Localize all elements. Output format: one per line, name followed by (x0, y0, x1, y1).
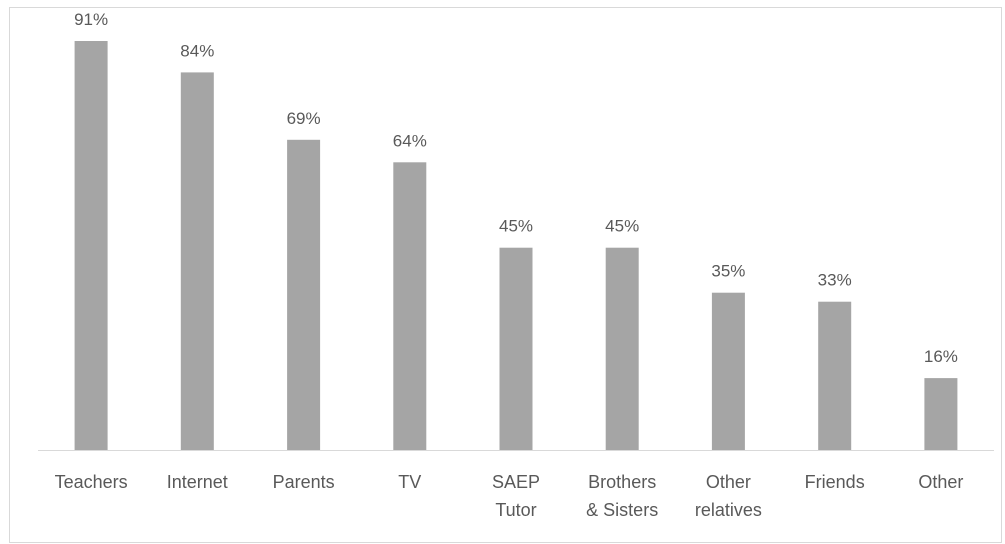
bar-8 (924, 378, 958, 450)
data-label-4: 45% (499, 217, 533, 236)
bar-2 (287, 139, 321, 451)
x-tick-label-5-line-1: & Sisters (586, 500, 658, 520)
x-tick-label-4-line-0: SAEP (492, 472, 540, 492)
x-tick-label-8: Other (918, 472, 963, 492)
data-label-5: 45% (605, 217, 639, 236)
data-label-6: 35% (711, 262, 745, 281)
x-tick-labels: Teachers Internet Parents TV SAEP Tutor Brothe… (55, 472, 964, 520)
bar-0 (74, 41, 108, 450)
x-tick-label-6-line-1: relatives (695, 500, 762, 520)
x-tick-label-5-line-0: Brothers (588, 472, 656, 492)
data-label-0: 91% (74, 10, 108, 29)
bars-layer (74, 41, 958, 451)
x-tick-label-3-line-0: TV (398, 472, 421, 492)
x-tick-label-6: Other relatives (695, 472, 762, 520)
x-tick-label-6-line-0: Other (706, 472, 751, 492)
x-tick-label-4-line-1: Tutor (495, 500, 536, 520)
x-tick-label-3: TV (398, 472, 421, 492)
bar-7 (818, 301, 852, 450)
data-label-1: 84% (180, 41, 214, 60)
x-tick-label-5: Brothers & Sisters (586, 472, 658, 520)
bar-6 (711, 292, 745, 450)
data-label-8: 16% (924, 347, 958, 366)
bar-1 (180, 72, 214, 451)
x-tick-label-7-line-0: Friends (805, 472, 865, 492)
x-tick-label-7: Friends (805, 472, 865, 492)
x-tick-label-8-line-0: Other (918, 472, 963, 492)
bar-3 (393, 162, 427, 451)
x-tick-label-2-line-0: Parents (273, 472, 335, 492)
data-label-7: 33% (818, 271, 852, 290)
x-tick-label-1: Internet (167, 472, 228, 492)
x-tick-label-0: Teachers (55, 472, 128, 492)
bar-5 (605, 247, 639, 450)
x-tick-label-4: SAEP Tutor (492, 472, 540, 520)
x-tick-label-2: Parents (273, 472, 335, 492)
data-labels-layer: 91% 84% 69% 64% 45% 45% 35% 33% 16% (74, 10, 958, 366)
data-label-3: 64% (393, 131, 427, 150)
x-tick-label-0-line-0: Teachers (55, 472, 128, 492)
bar-4 (499, 247, 533, 450)
x-tick-label-1-line-0: Internet (167, 472, 228, 492)
data-label-2: 69% (287, 109, 321, 128)
